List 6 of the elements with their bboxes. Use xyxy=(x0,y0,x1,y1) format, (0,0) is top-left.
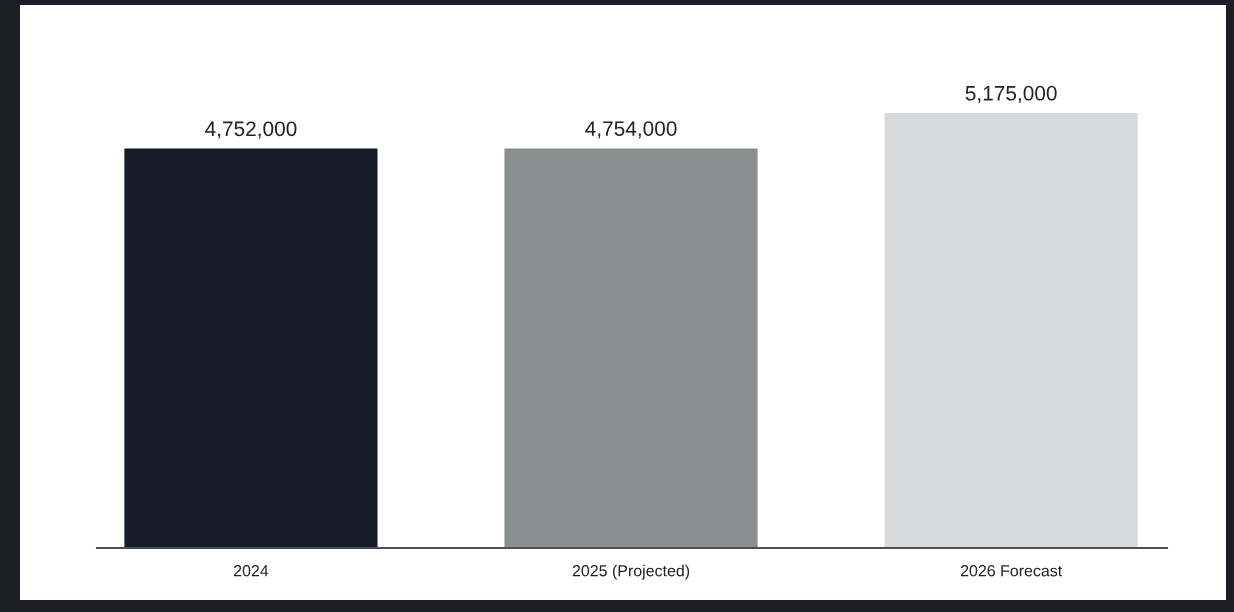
x-tick-label: 2026 Forecast xyxy=(960,565,1063,577)
x-tick-label: 2024 xyxy=(233,565,269,577)
data-label: 4,752,000 xyxy=(205,121,297,139)
data-label: 4,754,000 xyxy=(585,121,677,139)
x-tick-label: 2025 (Projected) xyxy=(572,564,690,580)
data-label: 5,175,000 xyxy=(965,85,1057,104)
